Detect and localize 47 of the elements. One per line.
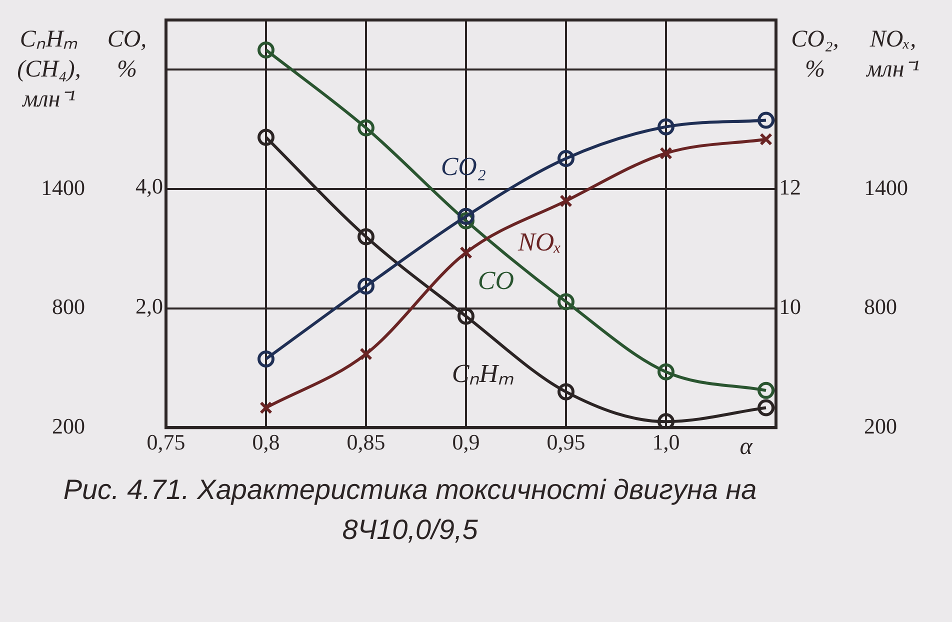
x-tick-label: 1,0 xyxy=(652,430,680,455)
y3-tick-label: 12 xyxy=(779,174,801,200)
point xyxy=(560,194,572,208)
point xyxy=(260,401,272,414)
y-axis-title: CₙHₘ (CH₄), млн⁻¹ xyxy=(17,26,81,112)
point xyxy=(458,308,474,325)
y3-tick-label: 10 xyxy=(779,294,801,320)
point xyxy=(360,348,372,360)
point xyxy=(458,208,474,225)
y-tick-label: 200 xyxy=(52,413,85,438)
point xyxy=(658,363,674,380)
point xyxy=(258,128,274,146)
x-tick-label: 0,8 xyxy=(252,430,280,455)
point xyxy=(658,413,674,428)
point xyxy=(658,118,674,136)
y2-tick-label: 2,0 xyxy=(136,294,163,318)
point xyxy=(258,350,274,368)
x-tick-label: 0,85 xyxy=(346,430,386,455)
point xyxy=(758,112,774,129)
y2-tick-label: 4,0 xyxy=(136,174,163,199)
point xyxy=(660,146,672,160)
x-tick-label: 0,75 xyxy=(146,430,186,455)
series-label: NOₓ xyxy=(517,228,562,257)
point xyxy=(760,132,772,146)
text: 200 xyxy=(864,413,897,438)
point xyxy=(558,383,574,400)
point xyxy=(558,150,574,167)
y-tick-label: 1400 xyxy=(41,174,85,200)
point xyxy=(358,278,374,295)
point xyxy=(460,246,472,260)
point xyxy=(258,41,274,58)
point xyxy=(758,399,774,416)
y3-axis-title: CO₂, % xyxy=(791,26,839,82)
series-label: CO xyxy=(478,266,514,296)
text: Рис. 4.71. Характеристика токсичності двигуна на 8Ч10,0/9,5 xyxy=(62,473,758,547)
y2-axis-title: CO, % xyxy=(107,26,147,82)
point xyxy=(358,119,374,136)
x-axis-title: α xyxy=(740,434,753,460)
point xyxy=(358,228,374,246)
x-tick-label: 0,9 xyxy=(452,430,480,455)
point xyxy=(758,382,774,399)
text: 1400 xyxy=(864,174,908,200)
x-tick-label: 0,95 xyxy=(546,430,586,455)
text: NOₓ, млн⁻¹ xyxy=(866,26,920,82)
point xyxy=(558,293,574,310)
text: 800 xyxy=(864,294,897,320)
y-tick-label: 800 xyxy=(52,294,85,320)
